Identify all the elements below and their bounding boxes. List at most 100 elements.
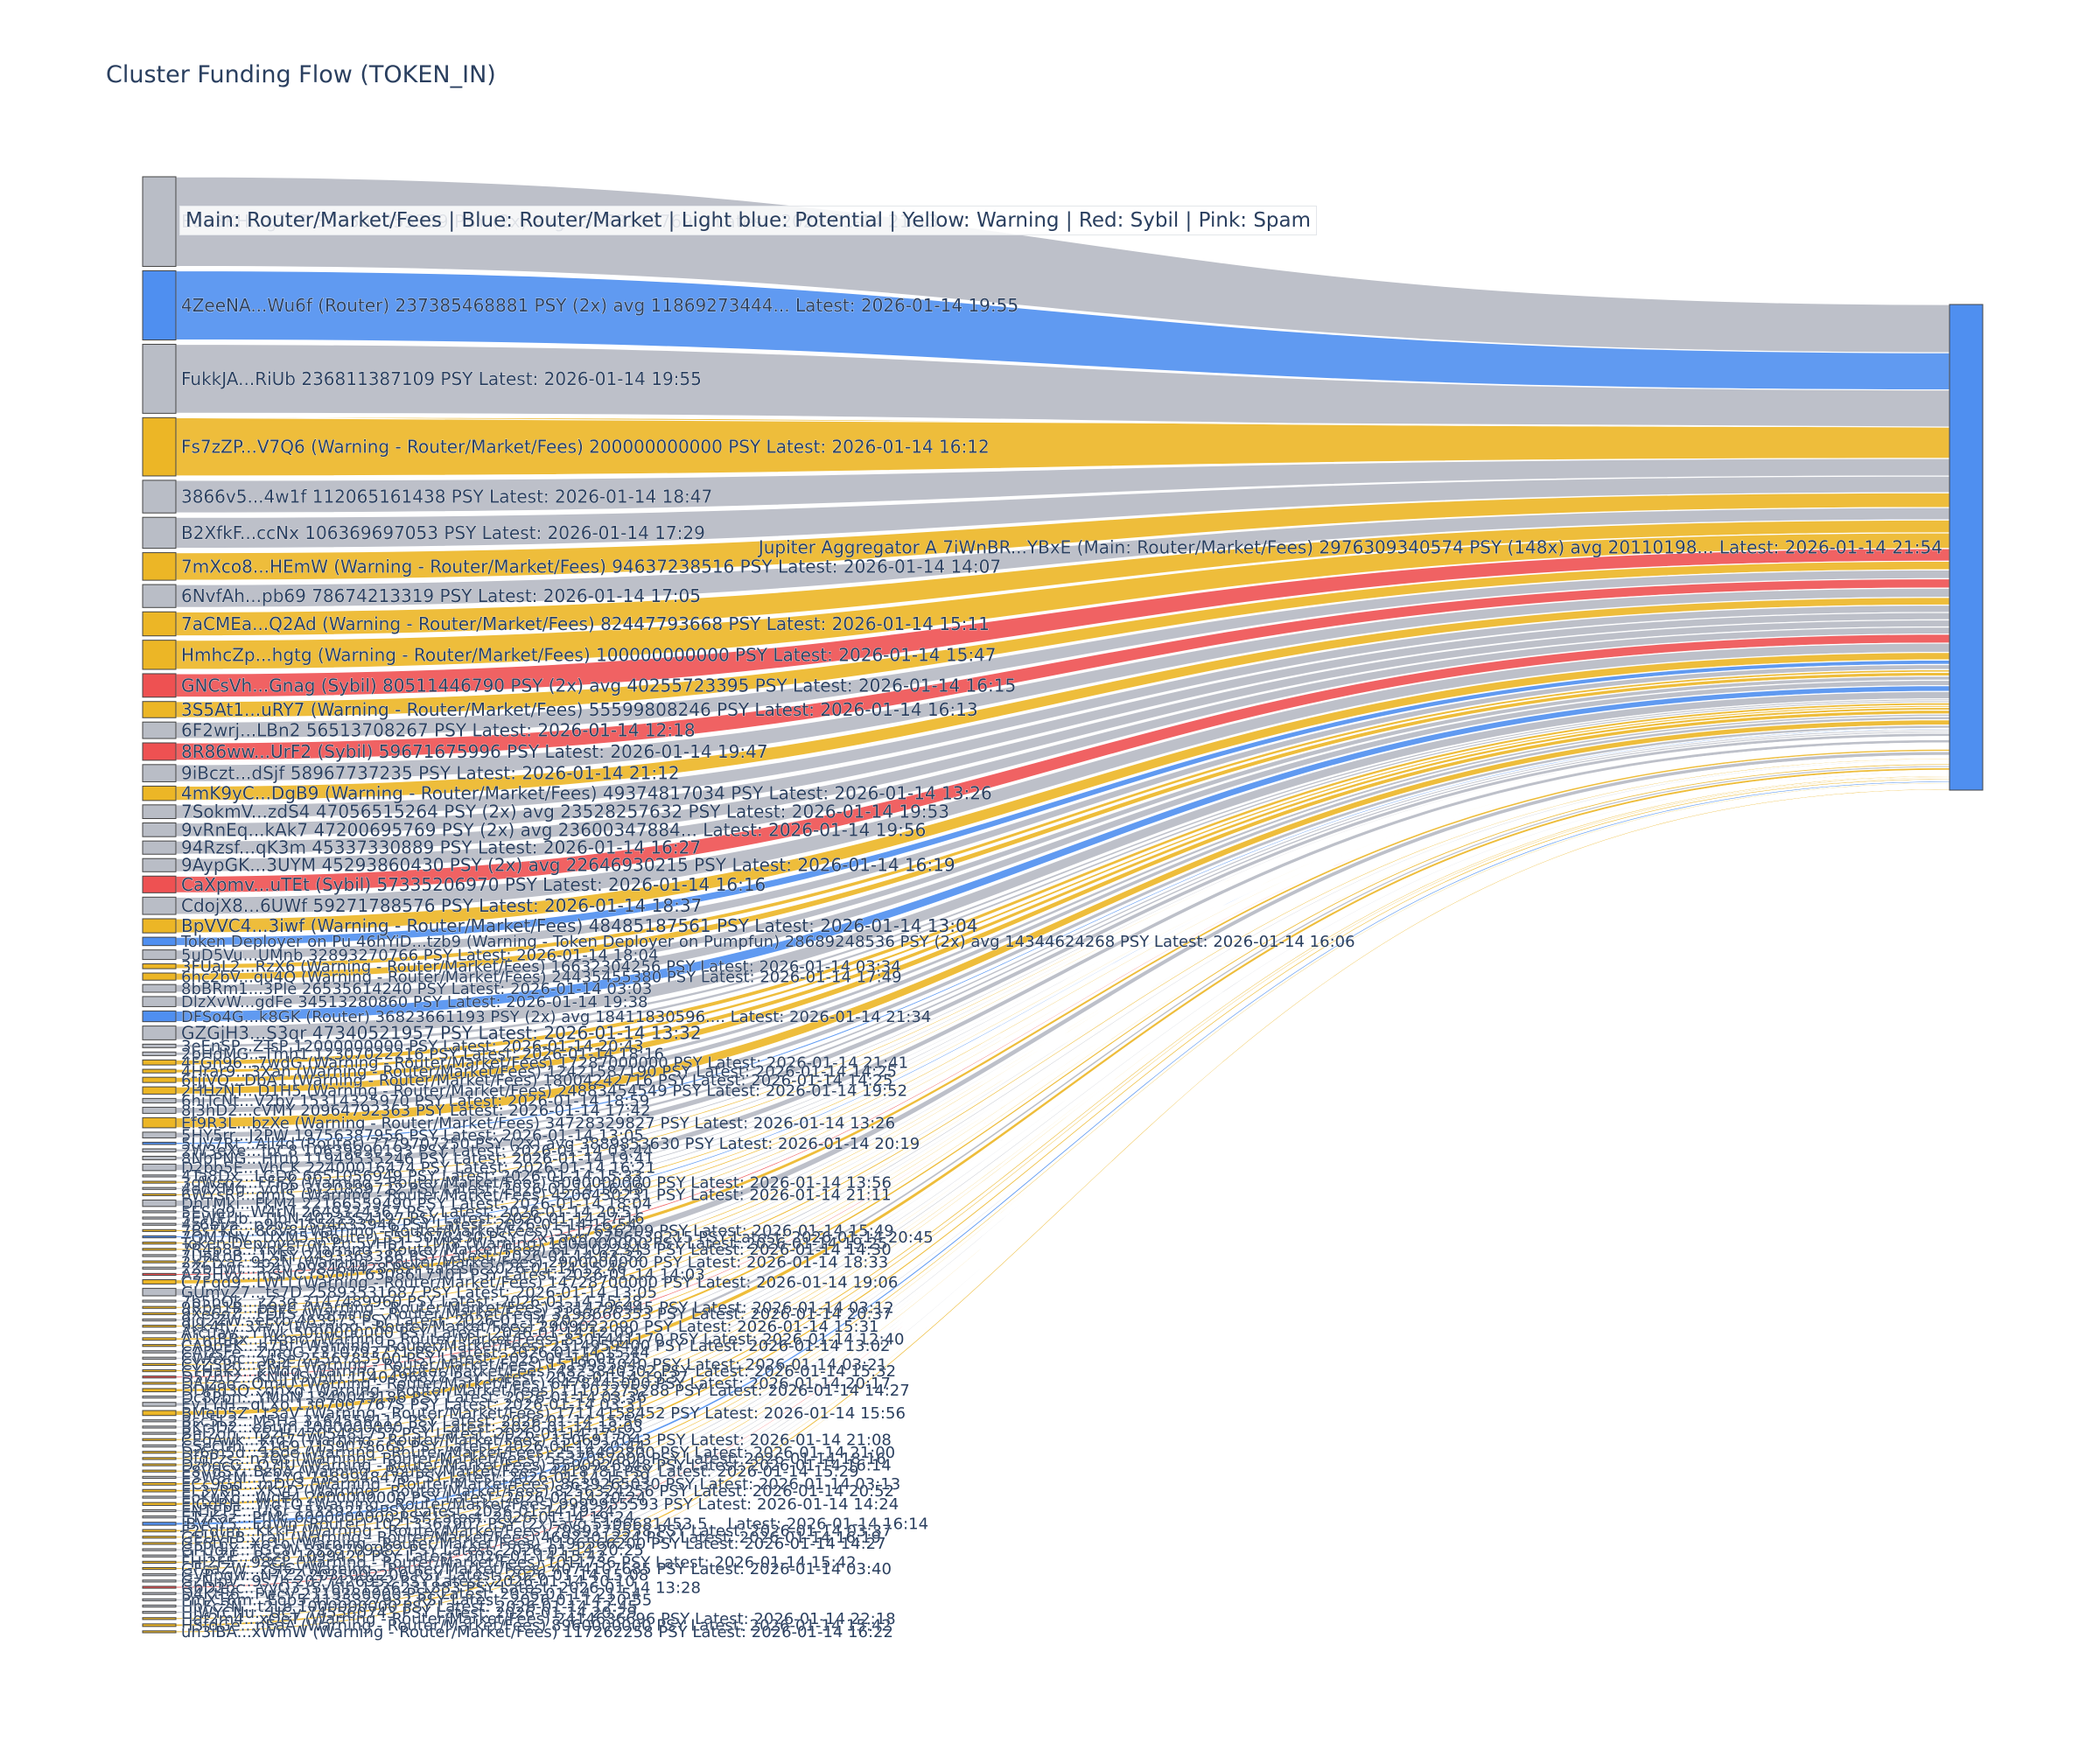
source-node[interactable] bbox=[142, 416, 177, 477]
source-node[interactable] bbox=[142, 1180, 177, 1184]
source-node[interactable] bbox=[142, 1623, 177, 1628]
source-node[interactable] bbox=[142, 1617, 177, 1620]
source-node[interactable] bbox=[142, 742, 177, 761]
target-node[interactable] bbox=[1949, 304, 1984, 791]
source-node[interactable] bbox=[142, 1554, 177, 1558]
source-node[interactable] bbox=[142, 1010, 177, 1023]
source-node[interactable] bbox=[142, 1488, 177, 1493]
source-node[interactable] bbox=[142, 896, 177, 915]
source-node[interactable] bbox=[142, 1542, 177, 1545]
source-node[interactable] bbox=[142, 1278, 177, 1284]
source-node[interactable] bbox=[142, 1097, 177, 1103]
source-node[interactable] bbox=[142, 1287, 177, 1297]
source-node[interactable] bbox=[142, 584, 177, 608]
source-node[interactable] bbox=[142, 1059, 177, 1066]
source-node[interactable] bbox=[142, 1362, 177, 1366]
source-node[interactable] bbox=[142, 1508, 177, 1513]
source-node[interactable] bbox=[142, 1382, 177, 1385]
source-node[interactable] bbox=[142, 822, 177, 837]
source-node[interactable] bbox=[142, 1566, 177, 1571]
source-node[interactable] bbox=[142, 1611, 177, 1614]
source-node[interactable] bbox=[142, 673, 177, 698]
source-node[interactable] bbox=[142, 516, 177, 550]
source-node[interactable] bbox=[142, 1573, 177, 1577]
source-node[interactable] bbox=[142, 1325, 177, 1328]
source-node[interactable] bbox=[142, 1242, 177, 1245]
source-node[interactable] bbox=[142, 1337, 177, 1341]
source-node[interactable] bbox=[142, 640, 177, 670]
source-node[interactable] bbox=[142, 701, 177, 718]
source-node[interactable] bbox=[142, 1068, 177, 1074]
source-node[interactable] bbox=[142, 1396, 177, 1399]
source-node[interactable] bbox=[142, 1106, 177, 1114]
source-node[interactable] bbox=[142, 1451, 177, 1454]
source-node[interactable] bbox=[142, 1051, 177, 1056]
source-node[interactable] bbox=[142, 1331, 177, 1334]
source-node[interactable] bbox=[142, 1502, 177, 1506]
source-node[interactable] bbox=[142, 1174, 177, 1178]
source-node[interactable] bbox=[142, 840, 177, 855]
source-node[interactable] bbox=[142, 1548, 177, 1551]
source-node[interactable] bbox=[142, 1495, 177, 1499]
source-node[interactable] bbox=[142, 1210, 177, 1214]
source-node[interactable] bbox=[142, 1598, 177, 1601]
source-node[interactable] bbox=[142, 1388, 177, 1393]
source-node[interactable] bbox=[142, 1410, 177, 1417]
source-node[interactable] bbox=[142, 1043, 177, 1048]
source-node[interactable] bbox=[142, 804, 177, 820]
source-node[interactable] bbox=[142, 1438, 177, 1441]
source-node[interactable] bbox=[142, 1368, 177, 1373]
source-node[interactable] bbox=[142, 721, 177, 739]
source-node[interactable] bbox=[142, 1193, 177, 1196]
source-node[interactable] bbox=[142, 936, 177, 947]
source-node[interactable] bbox=[142, 1579, 177, 1583]
source-node[interactable] bbox=[142, 1260, 177, 1264]
source-node[interactable] bbox=[142, 1266, 177, 1270]
source-node[interactable] bbox=[142, 1463, 177, 1466]
source-node[interactable] bbox=[142, 1432, 177, 1435]
source-node[interactable] bbox=[142, 1529, 177, 1533]
source-node[interactable] bbox=[142, 1086, 177, 1095]
source-node[interactable] bbox=[142, 1425, 177, 1429]
source-node[interactable] bbox=[142, 1475, 177, 1479]
source-node[interactable] bbox=[142, 1312, 177, 1315]
source-node[interactable] bbox=[142, 1163, 177, 1172]
source-node[interactable] bbox=[142, 1630, 177, 1634]
source-node[interactable] bbox=[142, 1344, 177, 1348]
source-node[interactable] bbox=[142, 1306, 177, 1309]
source-node[interactable] bbox=[142, 552, 177, 581]
source-node[interactable] bbox=[142, 1402, 177, 1407]
source-node[interactable] bbox=[142, 1376, 177, 1379]
source-node[interactable] bbox=[142, 176, 177, 267]
source-node[interactable] bbox=[142, 875, 177, 893]
source-node[interactable] bbox=[142, 1199, 177, 1208]
source-node[interactable] bbox=[142, 480, 177, 514]
source-node[interactable] bbox=[142, 1318, 177, 1322]
source-node[interactable] bbox=[142, 1148, 177, 1153]
source-node[interactable] bbox=[142, 1131, 177, 1138]
source-node[interactable] bbox=[142, 963, 177, 970]
source-node[interactable] bbox=[142, 1155, 177, 1160]
source-node[interactable] bbox=[142, 972, 177, 981]
source-node[interactable] bbox=[142, 1522, 177, 1526]
source-node[interactable] bbox=[142, 949, 177, 961]
source-node[interactable] bbox=[142, 1356, 177, 1360]
source-node[interactable] bbox=[142, 1116, 177, 1129]
source-node[interactable] bbox=[142, 343, 177, 414]
source-node[interactable] bbox=[142, 1186, 177, 1190]
source-node[interactable] bbox=[142, 996, 177, 1007]
source-node[interactable] bbox=[142, 1254, 177, 1257]
source-node[interactable] bbox=[142, 1457, 177, 1460]
source-node[interactable] bbox=[142, 1516, 177, 1519]
source-node[interactable] bbox=[142, 1235, 177, 1239]
source-node[interactable] bbox=[142, 1536, 177, 1539]
source-node[interactable] bbox=[142, 1299, 177, 1303]
source-node[interactable] bbox=[142, 1469, 177, 1473]
source-node[interactable] bbox=[142, 918, 177, 934]
source-node[interactable] bbox=[142, 1419, 177, 1423]
source-node[interactable] bbox=[142, 1444, 177, 1448]
source-node[interactable] bbox=[142, 1248, 177, 1251]
source-node[interactable] bbox=[142, 1604, 177, 1608]
source-node[interactable] bbox=[142, 1222, 177, 1226]
source-node[interactable] bbox=[142, 1272, 177, 1277]
